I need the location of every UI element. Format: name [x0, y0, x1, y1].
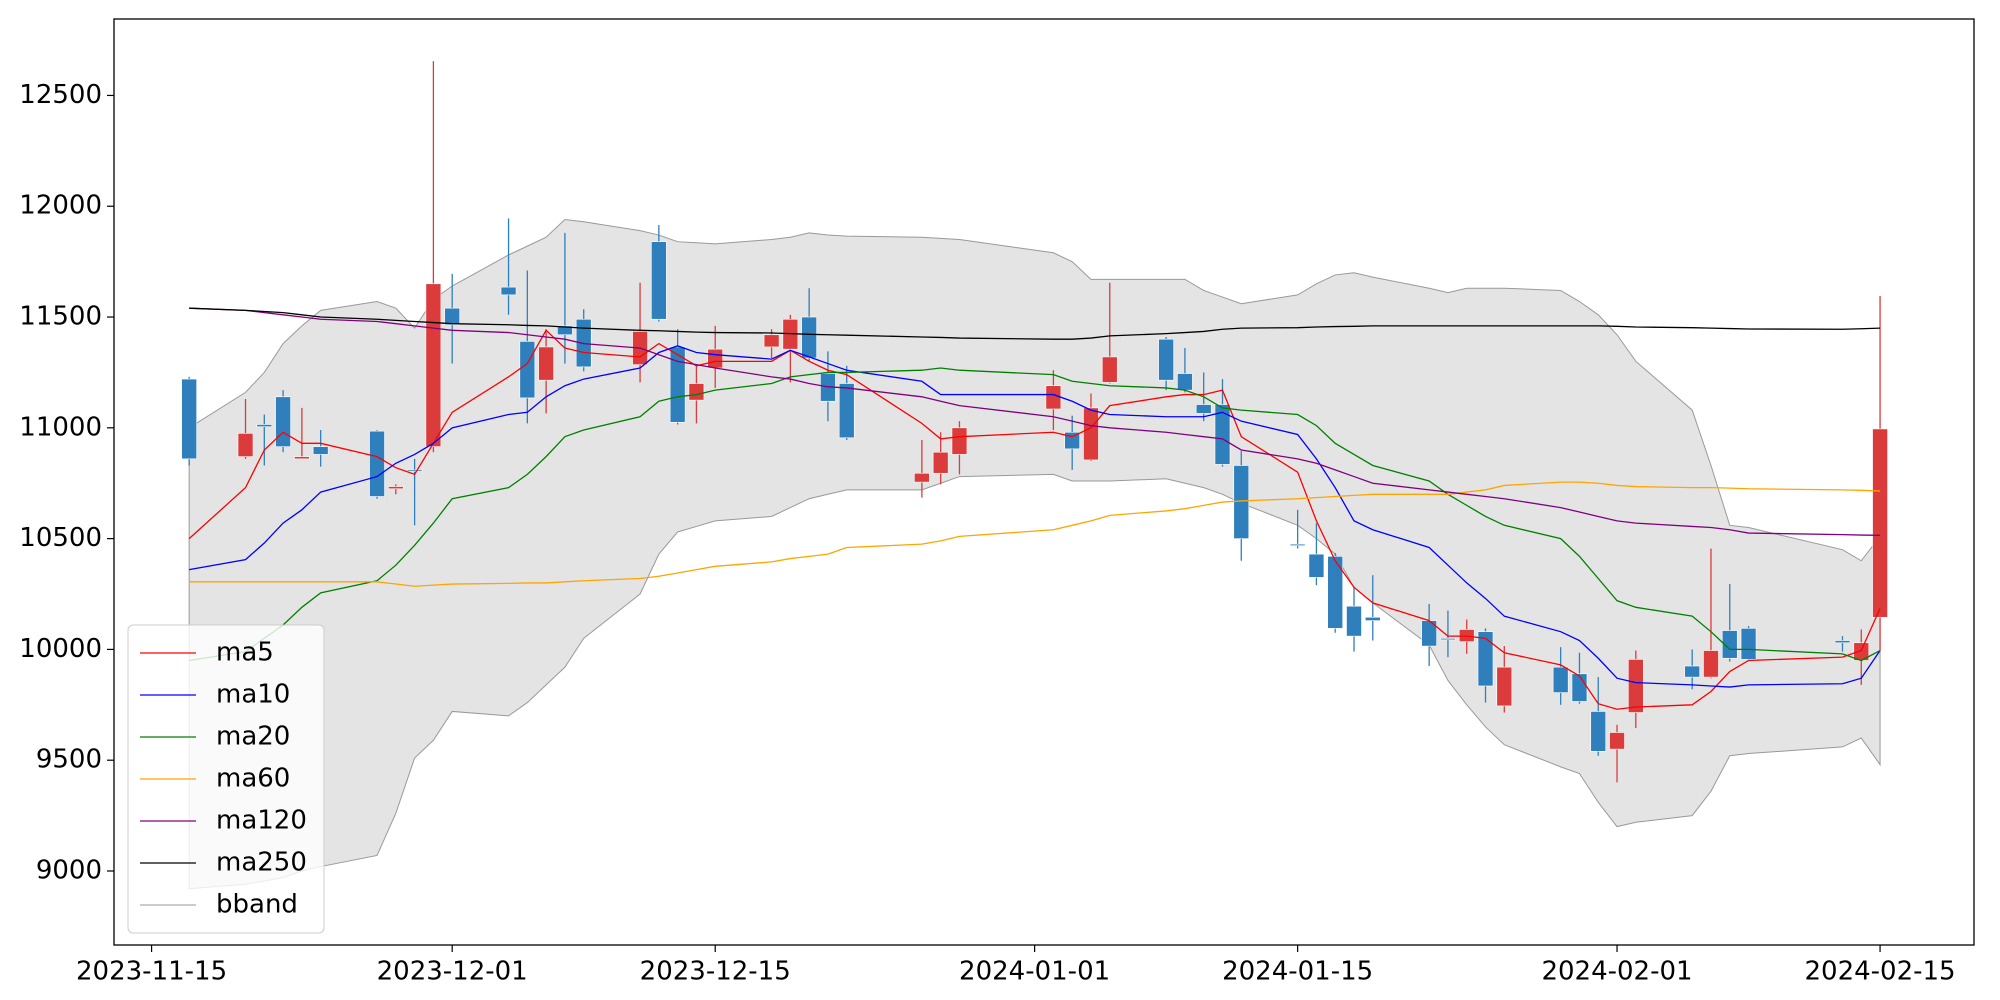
candle-body — [1609, 732, 1625, 750]
candle-body — [1440, 638, 1456, 641]
candle-body — [1477, 631, 1494, 687]
candle-body — [181, 378, 197, 460]
candle-body — [1327, 556, 1344, 629]
legend-label: ma5 — [216, 638, 274, 668]
legend: ma5 ma10 ma20 ma60 ma120 ma250 bband — [127, 624, 325, 934]
legend-label: ma120 — [216, 806, 307, 836]
candle-body — [763, 334, 780, 348]
y-tick-label: 12000 — [19, 191, 102, 221]
y-tick-label: 9500 — [36, 745, 102, 775]
plot-area — [181, 61, 1888, 890]
y-tick-label: 10000 — [19, 634, 102, 664]
legend-box — [127, 624, 325, 934]
candle-body — [1346, 605, 1362, 637]
x-tick-label: 2023-12-15 — [640, 957, 791, 987]
x-tick-label: 2024-01-15 — [1222, 957, 1373, 987]
legend-label: ma20 — [216, 722, 290, 752]
candle-body — [1233, 465, 1250, 539]
ma-line — [189, 307, 1881, 536]
candle-body — [369, 430, 385, 497]
x-tick-label: 2023-11-15 — [76, 957, 227, 987]
x-tick-label: 2024-02-15 — [1805, 957, 1956, 987]
candle-body — [688, 383, 705, 401]
candle-body — [237, 433, 254, 457]
y-tick-label: 9000 — [36, 855, 102, 885]
candle-body — [1214, 404, 1231, 465]
candle-body — [1628, 659, 1644, 713]
bollinger-band — [188, 219, 1881, 890]
candle-body — [1158, 338, 1174, 381]
candle-body — [951, 427, 968, 455]
candle-body — [256, 424, 273, 428]
ma-line — [189, 307, 1881, 340]
legend-label: ma250 — [216, 848, 307, 878]
candle-body — [275, 396, 291, 447]
candle-body — [519, 341, 536, 399]
candle-body — [838, 383, 855, 439]
candle-body — [651, 241, 667, 320]
ma-line — [189, 481, 1881, 587]
candle-body — [1872, 428, 1888, 618]
candle-body — [1571, 673, 1588, 702]
candle-body — [1552, 666, 1569, 693]
candle-body — [669, 346, 686, 423]
candle-body — [312, 446, 329, 455]
candle-body — [294, 456, 310, 460]
candle-body — [1740, 628, 1757, 660]
candle-body — [1721, 630, 1738, 659]
candle-body — [1364, 616, 1381, 621]
candle-body — [557, 325, 573, 336]
candle-body — [1101, 356, 1118, 383]
candle-body — [707, 348, 724, 369]
x-tick-label: 2024-01-01 — [959, 957, 1110, 987]
candle-body — [914, 472, 930, 483]
plot-frame — [113, 18, 1975, 946]
candle-body — [1590, 711, 1607, 752]
candle-body — [932, 451, 949, 474]
candle-body — [1308, 553, 1325, 578]
legend-label: ma60 — [216, 764, 290, 794]
ma-line — [189, 345, 1881, 688]
candle-body — [1045, 385, 1062, 410]
legend-label: ma10 — [216, 680, 290, 710]
candle-body — [444, 307, 460, 326]
y-tick-label: 10500 — [19, 523, 102, 553]
candle-body — [1083, 407, 1099, 461]
candle-body — [801, 316, 817, 359]
candle-body — [1834, 640, 1851, 644]
candle-body — [425, 283, 442, 447]
x-tick-label: 2024-02-01 — [1541, 957, 1692, 987]
candle-body — [1195, 404, 1212, 414]
candle-body — [1496, 666, 1513, 707]
candle-body — [1289, 543, 1306, 546]
ma-line — [189, 367, 1881, 662]
candle-body — [388, 486, 404, 490]
candle-body — [538, 346, 554, 381]
legend-label: bband — [216, 890, 298, 920]
y-tick-label: 12500 — [19, 80, 102, 110]
ma-line — [188, 329, 1881, 710]
candle-body — [1177, 373, 1193, 391]
candle-body — [500, 286, 517, 296]
x-tick-label: 2023-12-01 — [377, 957, 528, 987]
candle-body — [406, 469, 423, 472]
y-tick-label: 11500 — [19, 302, 102, 332]
y-tick-label: 11000 — [19, 412, 102, 442]
candle-body — [1703, 650, 1719, 678]
candle-body — [1684, 665, 1700, 678]
